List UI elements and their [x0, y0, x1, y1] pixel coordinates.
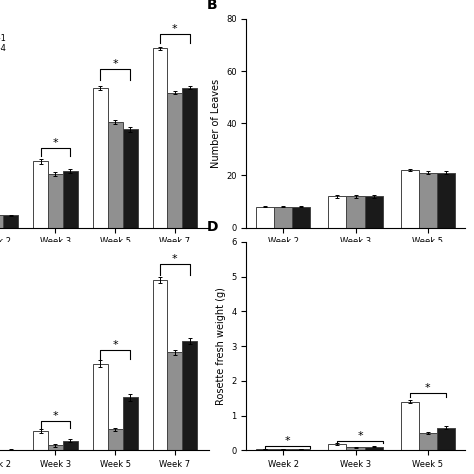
- Bar: [419, 173, 437, 228]
- Bar: [0, 215, 3, 228]
- Text: *: *: [357, 430, 363, 440]
- Bar: [63, 441, 78, 450]
- Bar: [274, 207, 292, 228]
- Text: *: *: [172, 254, 178, 264]
- Bar: [401, 170, 419, 228]
- Bar: [292, 449, 310, 450]
- Y-axis label: Rosette fresh weight (g): Rosette fresh weight (g): [216, 287, 226, 405]
- Bar: [123, 397, 137, 450]
- Bar: [419, 433, 437, 450]
- Bar: [256, 207, 274, 228]
- Text: *: *: [112, 59, 118, 69]
- Bar: [182, 88, 197, 228]
- Bar: [108, 429, 123, 450]
- Text: *: *: [172, 24, 178, 34]
- Bar: [93, 364, 108, 450]
- Text: D: D: [207, 220, 219, 234]
- Bar: [328, 444, 346, 450]
- Bar: [48, 173, 63, 228]
- Bar: [33, 161, 48, 228]
- Text: *: *: [53, 138, 58, 148]
- Bar: [346, 447, 365, 450]
- Bar: [365, 196, 383, 228]
- Bar: [33, 431, 48, 450]
- Bar: [182, 341, 197, 450]
- Bar: [167, 353, 182, 450]
- Bar: [63, 171, 78, 228]
- Bar: [93, 88, 108, 228]
- Bar: [401, 401, 419, 450]
- Bar: [365, 447, 383, 450]
- Bar: [167, 92, 182, 228]
- Bar: [292, 207, 310, 228]
- Bar: [437, 428, 455, 450]
- Text: *: *: [112, 340, 118, 350]
- Bar: [274, 449, 292, 450]
- Bar: [3, 215, 18, 228]
- Legend: WT, line2-1, line2-4: WT, line2-1, line2-4: [0, 23, 6, 54]
- Bar: [328, 196, 346, 228]
- Text: B: B: [207, 0, 218, 11]
- Text: *: *: [425, 383, 430, 393]
- Bar: [108, 122, 123, 228]
- Bar: [256, 449, 274, 450]
- Text: *: *: [285, 436, 291, 446]
- Text: *: *: [53, 411, 58, 421]
- Bar: [153, 280, 167, 450]
- Bar: [437, 173, 455, 228]
- Y-axis label: Number of Leaves: Number of Leaves: [210, 79, 220, 168]
- Bar: [153, 48, 167, 228]
- Bar: [346, 196, 365, 228]
- Bar: [48, 446, 63, 450]
- Bar: [123, 129, 137, 228]
